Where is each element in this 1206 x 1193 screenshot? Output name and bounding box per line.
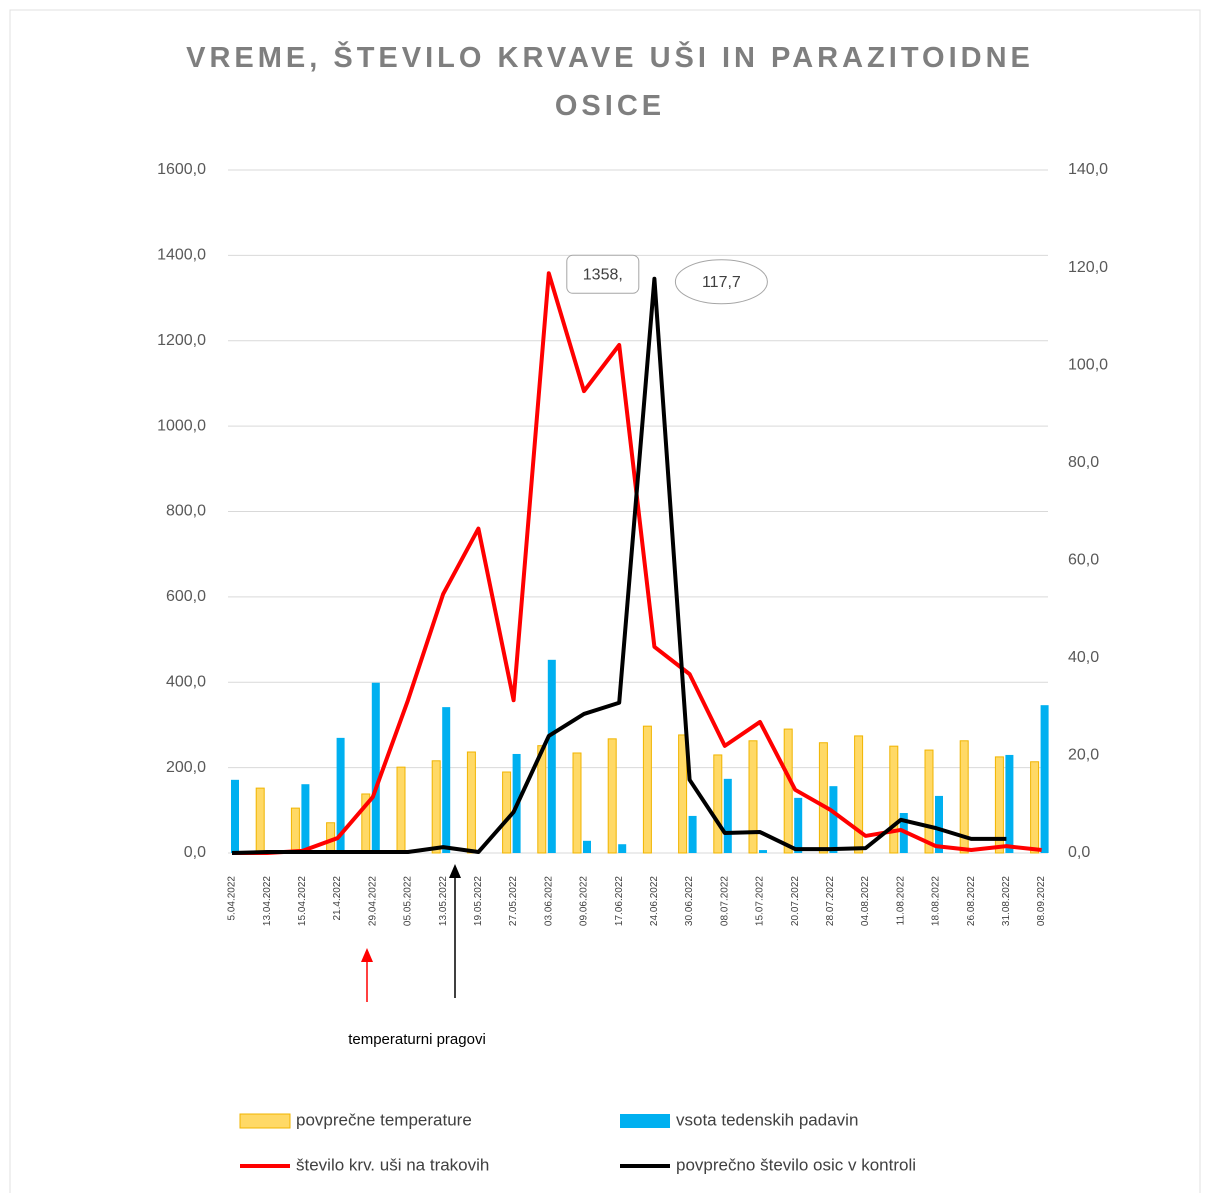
legend-label: povprečno število osic v kontroli: [676, 1155, 916, 1174]
bar: [794, 797, 803, 853]
x-tick-label: 19.05.2022: [473, 876, 484, 926]
x-tick-label: 04.08.2022: [860, 876, 871, 926]
line: [232, 271, 1042, 855]
y-tick-label: 200,0: [166, 759, 206, 776]
x-tick-label: 30.06.2022: [684, 876, 695, 926]
bar: [959, 740, 969, 854]
chart-border: [9, 9, 1201, 1193]
y-tick-label: 1400,0: [157, 247, 206, 264]
y2-tick-label: 140,0: [1068, 161, 1108, 178]
x-tick-label: 5.04.2022: [227, 876, 238, 921]
x-tick-label: 03.06.2022: [543, 876, 554, 926]
data-label: 1358,: [583, 267, 623, 284]
chart-title: VREME, ŠTEVILO KRVAVE UŠI IN PARAZITOIDN…: [186, 42, 1034, 122]
x-tick-label: 29.04.2022: [367, 876, 378, 926]
label-box: [566, 254, 640, 294]
label-box: [674, 259, 768, 305]
legend-swatch: [620, 1114, 670, 1128]
bar: [336, 737, 345, 853]
bar: [572, 752, 582, 854]
x-tick-label: 15.07.2022: [755, 876, 766, 926]
bar: [583, 840, 591, 853]
bar: [723, 778, 732, 853]
legend-label: vsota tedenskih padavin: [676, 1110, 858, 1129]
bar: [713, 754, 723, 854]
bar: [1040, 705, 1049, 853]
x-tick-label: 09.06.2022: [579, 876, 590, 926]
bar: [924, 749, 934, 854]
x-tick-label: 13.04.2022: [262, 876, 273, 926]
bar: [854, 735, 864, 854]
bar: [396, 766, 406, 854]
bar: [1005, 754, 1014, 853]
legend-label: povprečne temperature: [296, 1110, 472, 1129]
bar: [371, 682, 380, 853]
y-tick-label: 1600,0: [157, 161, 206, 178]
bar: [607, 738, 617, 854]
bar: [618, 844, 627, 853]
arrow-head: [449, 864, 461, 878]
data-label: 117,7: [702, 274, 741, 291]
x-tick-label: 26.08.2022: [966, 876, 977, 926]
bar: [431, 760, 441, 854]
bar: [994, 756, 1004, 854]
bar: [783, 728, 793, 854]
y-tick-label: 400,0: [166, 673, 206, 690]
y2-tick-label: 40,0: [1068, 649, 1099, 666]
bar: [290, 807, 300, 854]
bar: [678, 734, 688, 854]
x-tick-label: 15.04.2022: [297, 876, 308, 926]
bar: [748, 740, 758, 854]
bar: [889, 745, 899, 854]
x-tick-label: 28.07.2022: [825, 876, 836, 926]
bar: [537, 745, 547, 854]
x-tick-label: 27.05.2022: [508, 876, 519, 926]
y2-tick-label: 80,0: [1068, 454, 1099, 471]
y-tick-label: 1200,0: [157, 332, 206, 349]
y-tick-label: 0,0: [184, 844, 206, 861]
x-tick-label: 08.09.2022: [1036, 876, 1047, 926]
bar: [502, 771, 512, 854]
y-tick-label: 600,0: [166, 588, 206, 605]
bar: [231, 779, 239, 853]
bar: [1030, 761, 1040, 854]
x-tick-label: 13.05.2022: [438, 876, 449, 926]
x-tick-label: 21.4.2022: [332, 876, 343, 921]
bar: [829, 786, 838, 853]
y2-tick-label: 20,0: [1068, 747, 1099, 764]
bar: [301, 784, 310, 853]
bar: [442, 707, 451, 853]
bar: [642, 725, 652, 854]
bar: [255, 787, 265, 854]
bar: [688, 815, 697, 853]
bar: [466, 751, 476, 854]
x-tick-label: 11.08.2022: [895, 876, 906, 926]
x-tick-label: 24.06.2022: [649, 876, 660, 926]
arrow-head: [361, 948, 373, 962]
bar: [818, 742, 828, 854]
y2-tick-label: 100,0: [1068, 356, 1108, 373]
bar: [935, 795, 943, 853]
x-tick-label: 18.08.2022: [931, 876, 942, 926]
x-tick-label: 31.08.2022: [1001, 876, 1012, 926]
y-tick-label: 800,0: [166, 503, 206, 520]
legend-label: število krv. uši na trakovih: [296, 1155, 489, 1174]
bar: [547, 659, 556, 853]
bar: [759, 850, 767, 853]
y2-tick-label: 0,0: [1068, 844, 1090, 861]
annotation: temperaturni pragovi: [348, 1031, 486, 1048]
y-tick-label: 1000,0: [157, 417, 206, 434]
x-tick-label: 20.07.2022: [790, 876, 801, 926]
y2-tick-label: 120,0: [1068, 259, 1108, 276]
x-tick-label: 17.06.2022: [614, 876, 625, 926]
x-tick-label: 05.05.2022: [403, 876, 414, 926]
y2-tick-label: 60,0: [1068, 552, 1099, 569]
legend-swatch: [239, 1113, 291, 1129]
x-tick-label: 08.07.2022: [719, 876, 730, 926]
line: [231, 276, 1007, 855]
